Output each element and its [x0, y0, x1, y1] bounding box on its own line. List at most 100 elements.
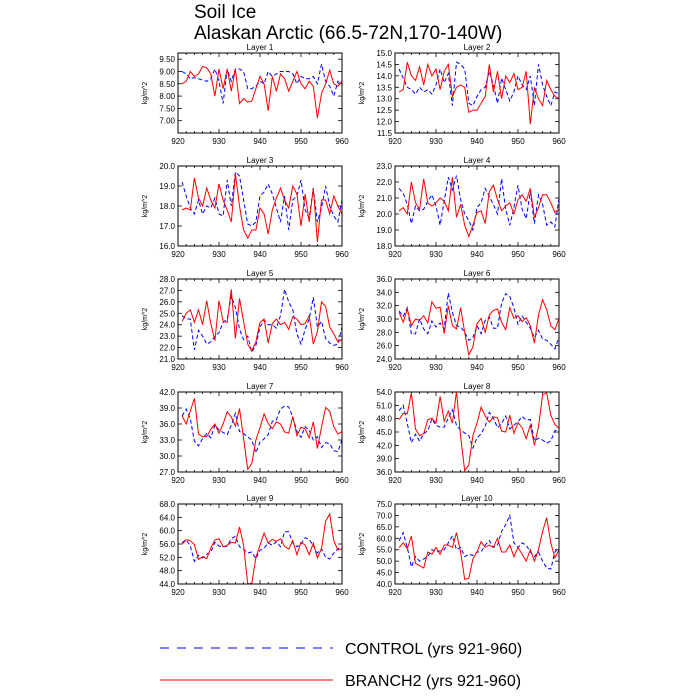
panel-layer-6: Layer 6 24.0 26.0 28.0 30.0 32.0 34.0 36.0 920 93…: [359, 269, 566, 372]
x-tick-label: 960: [335, 137, 349, 146]
x-tick-label: 920: [171, 476, 185, 485]
y-tick-label: 13.0: [376, 95, 392, 104]
series-line-control: [398, 175, 559, 232]
y-tick-label: 34.0: [376, 288, 392, 297]
y-tick-label: 36.0: [376, 468, 392, 477]
x-tick-label: 930: [212, 363, 226, 372]
y-tick-label: 56.0: [159, 540, 175, 549]
y-tick-label: 26.0: [376, 342, 392, 351]
panel-title: Layer 6: [464, 269, 491, 278]
y-tick-label: 21.0: [159, 355, 175, 364]
x-tick-label: 940: [253, 250, 267, 259]
panel-title: Layer 2: [464, 43, 491, 52]
x-tick-label: 950: [511, 363, 525, 372]
y-tick-label: 9.00: [159, 67, 175, 76]
x-tick-label: 940: [253, 137, 267, 146]
y-tick-label: 36.0: [376, 275, 392, 284]
x-tick-label: 950: [511, 588, 525, 597]
y-tick-label: 25.0: [159, 309, 175, 318]
panel-title: Layer 1: [247, 43, 274, 52]
x-tick-label: 960: [552, 476, 566, 485]
x-tick-label: 940: [470, 476, 484, 485]
x-tick-label: 960: [552, 137, 566, 146]
x-tick-label: 920: [171, 250, 185, 259]
x-tick-label: 950: [294, 588, 308, 597]
x-tick-label: 940: [470, 250, 484, 259]
x-tick-label: 940: [253, 588, 267, 597]
y-tick-label: 23.0: [376, 162, 392, 171]
y-tick-label: 42.0: [159, 388, 175, 397]
plot-frame: [394, 391, 560, 473]
x-tick-label: 930: [429, 588, 443, 597]
y-tick-label: 26.0: [159, 298, 175, 307]
y-tick-label: 11.5: [377, 129, 393, 138]
y-tick-label: 14.0: [376, 72, 392, 81]
panels-grid: Layer 1 7.00 7.50 8.00 8.50 9.00 9.50 920 930 940…: [142, 43, 566, 597]
series-line-control: [181, 63, 342, 104]
y-tick-label: 24.0: [159, 321, 175, 330]
x-tick-label: 930: [212, 476, 226, 485]
y-tick-label: 8.50: [159, 80, 175, 89]
x-tick-label: 960: [335, 250, 349, 259]
series-line-control: [398, 513, 559, 570]
y-tick-label: 39.0: [159, 404, 175, 413]
y-axis-label: kg/m^2: [359, 421, 366, 443]
y-axis-label: kg/m^2: [359, 195, 366, 217]
y-tick-label: 75.0: [376, 500, 392, 509]
panel-title: Layer 8: [464, 382, 491, 391]
x-tick-label: 950: [511, 137, 525, 146]
y-tick-label: 55.0: [376, 546, 392, 555]
y-tick-label: 28.0: [159, 275, 175, 284]
figure-title: Soil Ice: [194, 2, 256, 23]
y-tick-label: 20.0: [159, 162, 175, 171]
plot-frame: [394, 278, 560, 360]
series-line-branch2: [398, 298, 559, 357]
y-tick-label: 64.0: [159, 513, 175, 522]
x-tick-label: 920: [388, 476, 402, 485]
y-axis-label: kg/m^2: [142, 308, 149, 330]
y-axis-label: kg/m^2: [142, 421, 149, 443]
y-tick-label: 12.5: [376, 106, 392, 115]
x-tick-label: 950: [294, 250, 308, 259]
series-line-branch2: [398, 517, 559, 581]
y-axis-label: kg/m^2: [359, 308, 366, 330]
panel-title: Layer 7: [247, 382, 274, 391]
y-tick-label: 8.00: [159, 92, 175, 101]
plot-frame: [394, 165, 560, 247]
y-tick-label: 19.0: [376, 226, 392, 235]
y-axis-label: kg/m^2: [359, 82, 366, 104]
x-tick-label: 940: [253, 363, 267, 372]
y-tick-label: 12.0: [376, 118, 392, 127]
plot-frame: [177, 165, 343, 247]
panel-title: Layer 10: [461, 494, 493, 503]
y-tick-label: 13.5: [376, 83, 392, 92]
y-tick-label: 48.0: [159, 567, 175, 576]
x-tick-label: 940: [470, 588, 484, 597]
panel-layer-10: Layer 10 40.0 45.0 50.0 55.0 60.0 65.0 70.0 75.0…: [359, 494, 566, 597]
y-tick-label: 19.0: [159, 182, 175, 191]
y-axis-label: kg/m^2: [142, 82, 149, 104]
series-line-branch2: [181, 398, 342, 471]
y-tick-label: 9.50: [159, 55, 175, 64]
x-tick-label: 950: [294, 137, 308, 146]
y-tick-label: 30.0: [376, 315, 392, 324]
x-tick-label: 960: [552, 588, 566, 597]
y-tick-label: 20.0: [376, 210, 392, 219]
x-tick-label: 930: [212, 137, 226, 146]
y-tick-label: 16.0: [159, 242, 175, 251]
y-tick-label: 39.0: [376, 455, 392, 464]
y-tick-label: 54.0: [376, 388, 392, 397]
panel-layer-1: Layer 1 7.00 7.50 8.00 8.50 9.00 9.50 920 930 940…: [142, 43, 349, 146]
x-tick-label: 930: [212, 250, 226, 259]
x-tick-label: 920: [388, 250, 402, 259]
y-tick-label: 23.0: [159, 332, 175, 341]
y-tick-label: 42.0: [376, 441, 392, 450]
y-axis-label: kg/m^2: [142, 195, 149, 217]
y-axis-label: kg/m^2: [142, 533, 149, 555]
y-tick-label: 24.0: [376, 355, 392, 364]
y-tick-label: 33.0: [159, 436, 175, 445]
y-tick-label: 60.0: [159, 527, 175, 536]
plot-frame: [394, 503, 560, 585]
plot-frame: [394, 52, 560, 134]
